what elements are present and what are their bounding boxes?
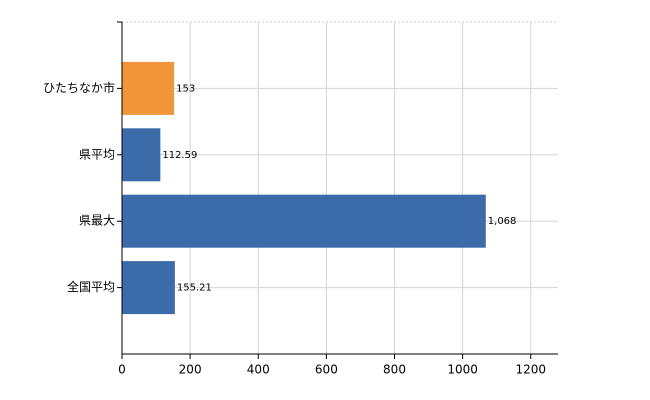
bar — [122, 194, 486, 248]
value-label: 1,068 — [488, 216, 517, 227]
x-tick-label: 1200 — [515, 363, 546, 377]
value-label: 153 — [176, 83, 195, 94]
bar — [122, 261, 175, 315]
bar — [122, 128, 161, 182]
x-tick-label: 800 — [383, 363, 406, 377]
value-label: 155.21 — [177, 283, 212, 294]
x-tick-label: 600 — [315, 363, 338, 377]
y-tick-label: ひたちなか市 — [43, 80, 115, 95]
y-tick-label: 全国平均 — [67, 279, 115, 294]
x-tick-label: 200 — [179, 363, 202, 377]
value-label: 112.59 — [162, 150, 197, 161]
x-tick-label: 1000 — [447, 363, 478, 377]
y-tick-label: 県平均 — [79, 147, 115, 161]
x-tick-label: 400 — [247, 363, 270, 377]
bar — [122, 61, 175, 115]
y-tick-label: 県最大 — [79, 214, 115, 228]
x-tick-label: 0 — [118, 363, 126, 377]
